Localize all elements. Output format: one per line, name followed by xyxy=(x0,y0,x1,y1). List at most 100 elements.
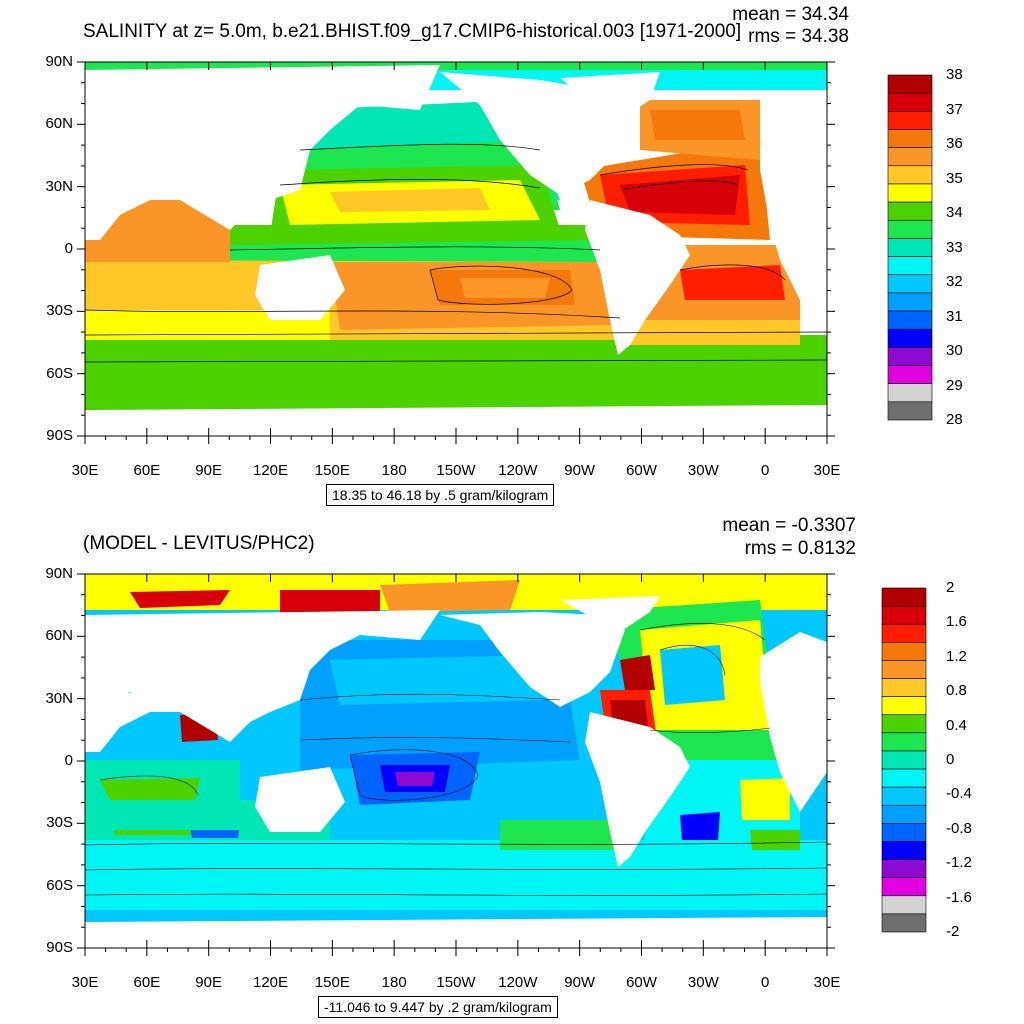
latitude-tick-label: 60S xyxy=(46,876,73,894)
latitude-tick-label: 90S xyxy=(46,939,73,956)
difference-contour-range-label: -11.046 to 9.447 by .2 gram/kilogram xyxy=(318,996,558,1018)
colorbar-swatch xyxy=(881,804,927,824)
colorbar-label: -1.6 xyxy=(946,888,972,906)
longitude-tick-label: 30E xyxy=(813,974,841,991)
colorbar-label: 37 xyxy=(946,100,963,118)
colorbar-swatch xyxy=(887,74,933,94)
colorbar-swatch xyxy=(881,587,927,607)
longitude-tick-label: 30E xyxy=(71,462,99,479)
longitude-tick-label: 30W xyxy=(687,462,719,479)
colorbar-swatch xyxy=(881,660,927,679)
latitude-tick-label: 90N xyxy=(45,53,73,70)
colorbar-swatch xyxy=(881,768,927,788)
colorbar-label: 32 xyxy=(946,273,963,290)
colorbar-label: 30 xyxy=(946,342,963,359)
difference-rms-label: rms = 0.8132 xyxy=(744,538,856,559)
longitude-tick-label: 90W xyxy=(564,974,596,991)
colorbar-swatch xyxy=(887,383,933,403)
salinity-axis-ticks xyxy=(77,61,835,444)
latitude-tick-label: 90N xyxy=(45,565,73,582)
latitude-tick-label: 30N xyxy=(45,177,73,195)
colorbar-label: 28 xyxy=(946,411,963,428)
latitude-tick-label: 60N xyxy=(45,627,73,645)
longitude-tick-label: 30W xyxy=(687,974,719,991)
colorbar-label: 1.2 xyxy=(946,647,967,665)
difference-panel-title: (MODEL - LEVITUS/PHC2) xyxy=(83,533,315,554)
latitude-tick-label: 30S xyxy=(46,302,73,320)
colorbar-swatch xyxy=(881,823,927,842)
longitude-tick-label: 150E xyxy=(314,974,350,991)
longitude-tick-label: 120W xyxy=(498,462,538,479)
difference-colorbar xyxy=(881,587,927,933)
colorbar-label: -1.2 xyxy=(946,854,972,872)
colorbar-swatch xyxy=(887,365,933,384)
colorbar-swatch xyxy=(887,165,933,185)
latitude-tick-label: 90S xyxy=(46,427,73,444)
colorbar-swatch xyxy=(881,678,927,697)
latitude-tick-label: 30S xyxy=(46,814,73,832)
colorbar-label: 31 xyxy=(946,307,963,325)
colorbar-label: -0.8 xyxy=(946,819,972,837)
colorbar-label: 2 xyxy=(946,579,955,596)
colorbar-swatch xyxy=(881,841,927,860)
salinity-contour-range-label: 18.35 to 46.18 by .5 gram/kilogram xyxy=(326,484,555,506)
longitude-tick-label: 90W xyxy=(564,462,596,479)
colorbar-swatch xyxy=(887,401,933,421)
colorbar-swatch xyxy=(881,877,927,897)
colorbar-swatch xyxy=(887,201,933,221)
longitude-tick-label: 60W xyxy=(626,974,657,991)
difference-axis-ticks xyxy=(77,573,835,956)
colorbar-swatch xyxy=(881,696,927,716)
longitude-tick-label: 60E xyxy=(133,462,161,479)
colorbar-swatch xyxy=(887,238,933,257)
colorbar-swatch xyxy=(887,147,933,167)
colorbar-label: -2 xyxy=(946,923,960,940)
longitude-tick-label: 150E xyxy=(314,462,350,479)
difference-mean-label: mean = -0.3307 xyxy=(722,515,856,536)
colorbar-label: 0.8 xyxy=(946,682,967,700)
salinity-map-panel xyxy=(77,61,835,444)
longitude-tick-label: 90E xyxy=(195,974,223,991)
longitude-tick-label: 180 xyxy=(381,974,407,991)
colorbar-swatch xyxy=(881,913,927,933)
salinity-mean-label: mean = 34.34 xyxy=(732,4,849,25)
colorbar-swatch xyxy=(887,92,933,112)
colorbar-label: 0 xyxy=(946,751,955,768)
longitude-tick-label: 60E xyxy=(133,974,161,991)
colorbar-swatch xyxy=(887,347,933,366)
colorbar-label: 33 xyxy=(946,238,963,256)
salinity-panel-title: SALINITY at z= 5.0m, b.e21.BHIST.f09_g17… xyxy=(83,21,742,42)
colorbar-swatch xyxy=(887,274,933,294)
longitude-tick-label: 30E xyxy=(71,974,99,991)
colorbar-label: -0.4 xyxy=(946,785,972,803)
colorbar-swatch xyxy=(887,129,933,148)
colorbar-swatch xyxy=(881,859,927,878)
longitude-tick-label: 30E xyxy=(813,462,841,479)
colorbar-label: 1.6 xyxy=(946,613,967,631)
longitude-tick-label: 180 xyxy=(381,462,407,479)
colorbar-swatch xyxy=(887,219,933,239)
colorbar-swatch xyxy=(881,895,927,915)
salinity-rms-label: rms = 34.38 xyxy=(748,26,849,47)
colorbar-swatch xyxy=(887,328,933,348)
difference-map-panel xyxy=(77,573,835,956)
colorbar-swatch xyxy=(881,623,927,643)
latitude-tick-label: 60S xyxy=(46,364,73,382)
longitude-tick-label: 90E xyxy=(195,462,223,479)
colorbar-swatch xyxy=(887,310,933,330)
salinity-colorbar xyxy=(887,74,933,421)
longitude-tick-label: 120W xyxy=(498,974,538,991)
colorbar-label: 34 xyxy=(946,204,963,221)
colorbar-label: 35 xyxy=(946,169,963,187)
colorbar-swatch xyxy=(881,786,927,806)
salinity-ocean-fields xyxy=(85,62,827,436)
colorbar-label: 0.4 xyxy=(946,716,967,734)
colorbar-swatch xyxy=(887,183,933,203)
latitude-tick-label: 30N xyxy=(45,689,73,707)
colorbar-label: 29 xyxy=(946,376,963,394)
longitude-tick-label: 120E xyxy=(252,462,289,479)
difference-ocean-fields xyxy=(85,574,827,948)
longitude-tick-label: 150W xyxy=(436,974,476,991)
colorbar-label: 36 xyxy=(946,135,963,152)
